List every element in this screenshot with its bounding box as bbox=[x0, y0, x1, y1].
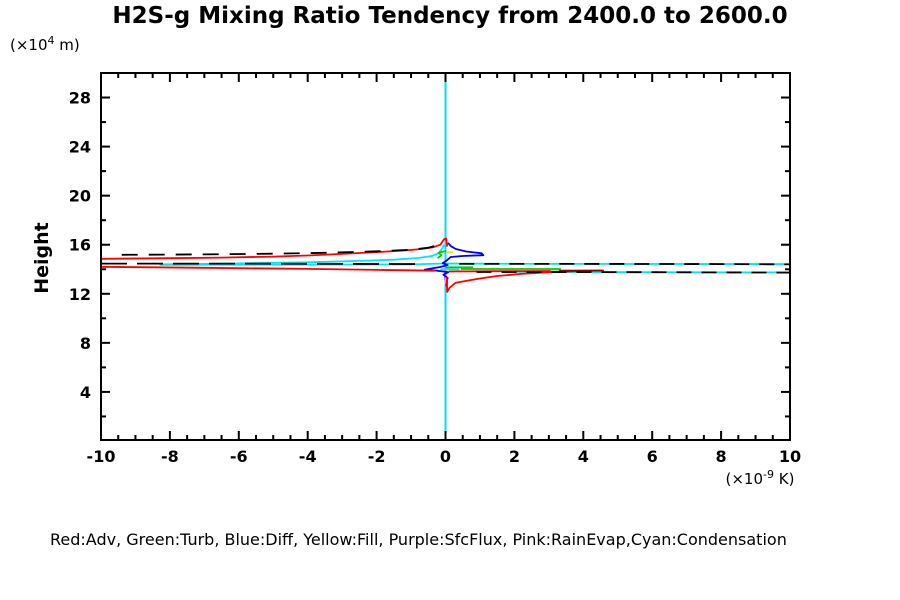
x-tick-label: -8 bbox=[161, 447, 179, 466]
x-tick-label: 0 bbox=[440, 447, 451, 466]
series-diff-blue bbox=[423, 242, 485, 287]
y-axis-unit: (×104 m) bbox=[10, 34, 80, 54]
y-tick-label: 8 bbox=[80, 334, 91, 353]
x-tick-label: -4 bbox=[299, 447, 317, 466]
x-tick-label: 8 bbox=[716, 447, 727, 466]
series-total-left-flat bbox=[101, 262, 425, 266]
x-tick-label: 6 bbox=[647, 447, 658, 466]
y-tick-label: 12 bbox=[69, 285, 91, 304]
series-condensation-rise bbox=[159, 244, 445, 266]
series-adv-upper bbox=[100, 237, 449, 260]
chart-title: H2S-g Mixing Ratio Tendency from 2400.0 … bbox=[112, 3, 788, 29]
series-adv-flat-right bbox=[448, 270, 551, 273]
x-axis-unit: (×10-9 K) bbox=[725, 468, 795, 488]
y-tick-label: 16 bbox=[69, 236, 91, 255]
series-total-upper bbox=[121, 239, 444, 256]
x-tick-label: 4 bbox=[578, 447, 589, 466]
x-tick-label: 2 bbox=[509, 447, 520, 466]
series-adv-lower-left bbox=[100, 265, 436, 272]
series-turb-zigzag bbox=[437, 250, 447, 259]
y-tick-label: 28 bbox=[69, 89, 91, 108]
x-tick-label: -6 bbox=[230, 447, 248, 466]
series-total-right-b bbox=[476, 271, 791, 274]
y-tick-label: 24 bbox=[69, 138, 91, 157]
y-tick-label: 20 bbox=[69, 187, 91, 206]
series-adv-lower-right bbox=[446, 269, 605, 293]
series-total-right-a bbox=[459, 262, 791, 266]
x-tick-label: -10 bbox=[87, 447, 116, 466]
x-tick-label: 10 bbox=[779, 447, 801, 466]
x-tick-label: -2 bbox=[368, 447, 386, 466]
legend-text: Red:Adv, Green:Turb, Blue:Diff, Yellow:F… bbox=[50, 530, 787, 549]
y-tick-label: 4 bbox=[80, 383, 91, 402]
